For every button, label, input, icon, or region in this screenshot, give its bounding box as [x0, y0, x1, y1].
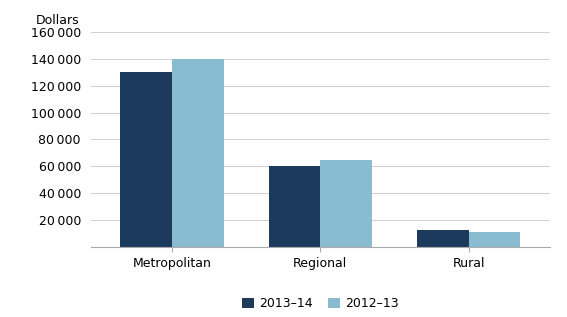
Bar [120, 72, 172, 247]
Bar [417, 230, 468, 247]
Bar [172, 59, 224, 247]
Legend: 2013–14, 2012–13: 2013–14, 2012–13 [237, 292, 404, 315]
Bar [320, 160, 372, 247]
Bar [468, 232, 521, 247]
Text: Dollars: Dollars [36, 14, 79, 27]
Bar [269, 166, 320, 247]
